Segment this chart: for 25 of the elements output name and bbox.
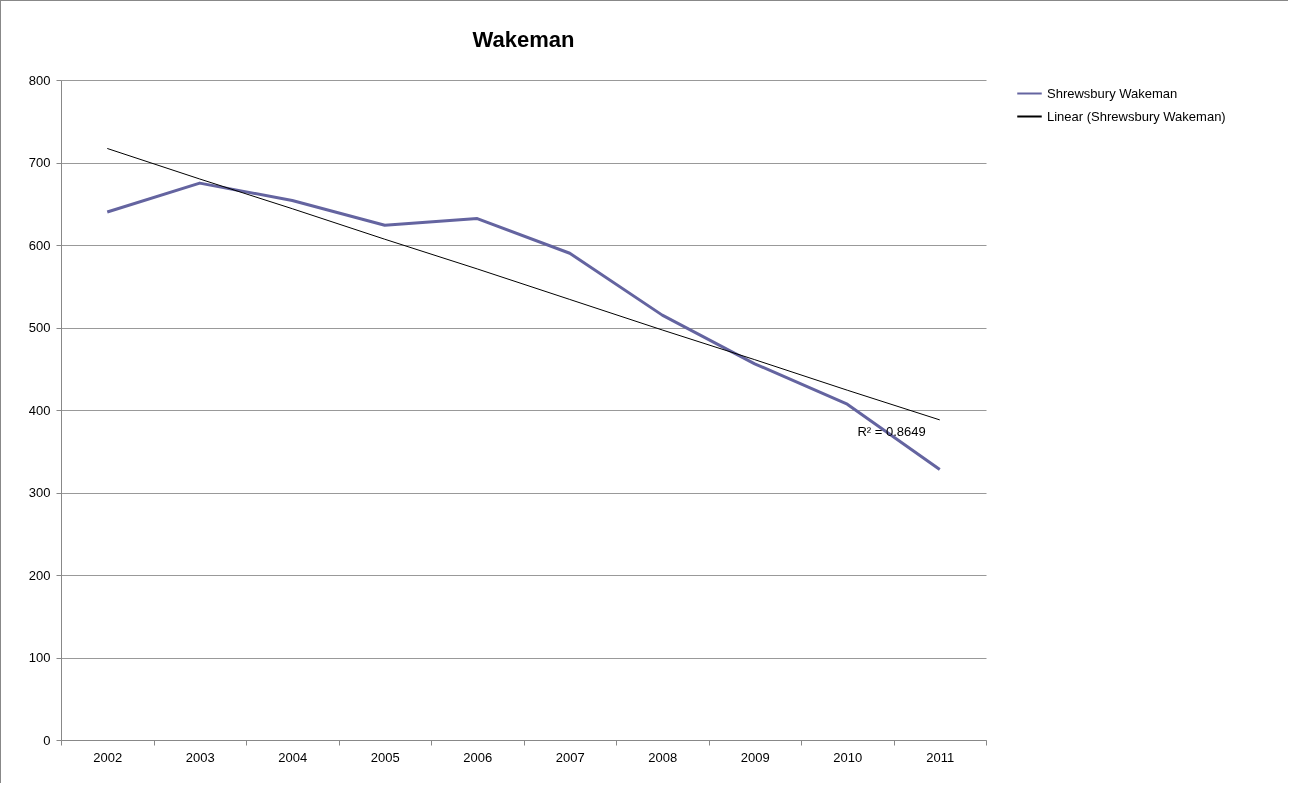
x-tick-label: 2007 [555,749,585,765]
x-tick-label: 2004 [278,749,308,765]
line-series [106,147,941,421]
annotation: R² = 0.8649 [857,423,926,439]
x-tick-label: 2009 [740,749,770,765]
legend-label: Shrewsbury Wakeman [1047,85,1178,101]
x-tick-label: 2010 [833,749,863,765]
y-tick-label: 100 [28,650,51,665]
line-series [105,181,942,471]
y-tick-label: 400 [28,402,51,418]
x-tick-label: 2002 [93,749,123,765]
y-tick-label: 0 [43,732,51,748]
y-tick-label: 200 [28,567,51,583]
y-tick-label: 800 [28,72,51,88]
x-tick-label: 2006 [463,749,493,765]
y-tick-label: 600 [28,237,51,253]
y-tick-label: 700 [28,155,51,170]
x-tick-label: 2011 [926,749,955,765]
y-tick-label: 500 [28,320,51,335]
x-tick-label: 2005 [370,749,400,765]
legend-label: Linear (Shrewsbury Wakeman) [1047,108,1226,124]
x-tick-label: 2008 [648,749,678,765]
x-tick-label: 2003 [185,749,215,765]
y-tick-label: 300 [28,485,51,500]
chart-title: Wakeman [472,27,575,52]
